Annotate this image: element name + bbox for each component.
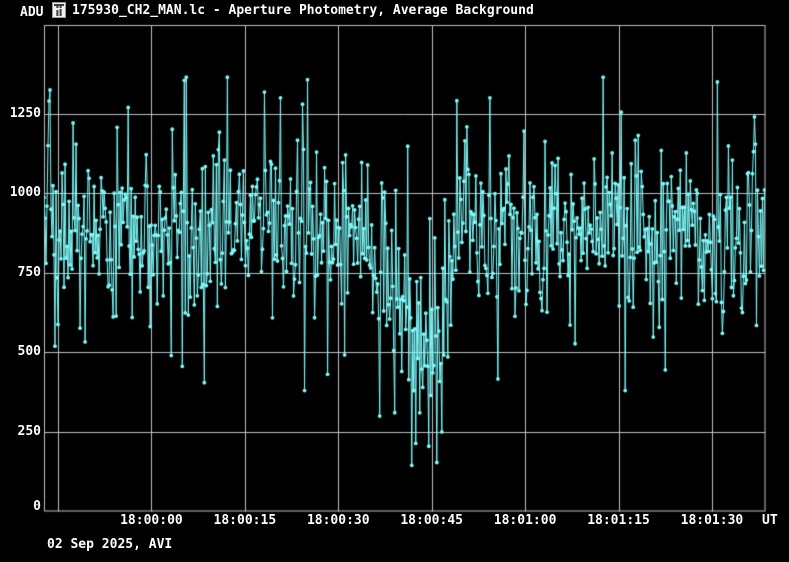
y-tick-label: 1250 bbox=[9, 105, 41, 121]
light-curve-chart-icon[interactable] bbox=[52, 2, 66, 18]
window-title: 175930_CH2_MAN.lc - Aperture Photometry,… bbox=[72, 3, 534, 18]
x-tick-label: 18:00:15 bbox=[213, 513, 277, 528]
x-tick-label: 18:01:15 bbox=[587, 513, 650, 528]
y-tick-label: 250 bbox=[17, 423, 41, 439]
x-axis-unit-label: UT bbox=[762, 513, 778, 528]
x-tick-label: 18:01:00 bbox=[493, 513, 557, 528]
y-tick-label: 0 bbox=[33, 498, 41, 514]
x-tick-label: 18:00:30 bbox=[306, 513, 370, 528]
x-tick-label: 18:01:30 bbox=[680, 513, 744, 528]
x-tick-label: 18:00:45 bbox=[400, 513, 463, 528]
date-annotation: 02 Sep 2025, AVI bbox=[47, 537, 173, 552]
y-tick-label: 1000 bbox=[9, 185, 41, 201]
y-axis-unit-label: ADU bbox=[20, 5, 44, 20]
y-tick-label: 500 bbox=[17, 344, 41, 360]
y-tick-label: 750 bbox=[17, 264, 41, 280]
x-tick-label: 18:00:00 bbox=[120, 513, 183, 528]
